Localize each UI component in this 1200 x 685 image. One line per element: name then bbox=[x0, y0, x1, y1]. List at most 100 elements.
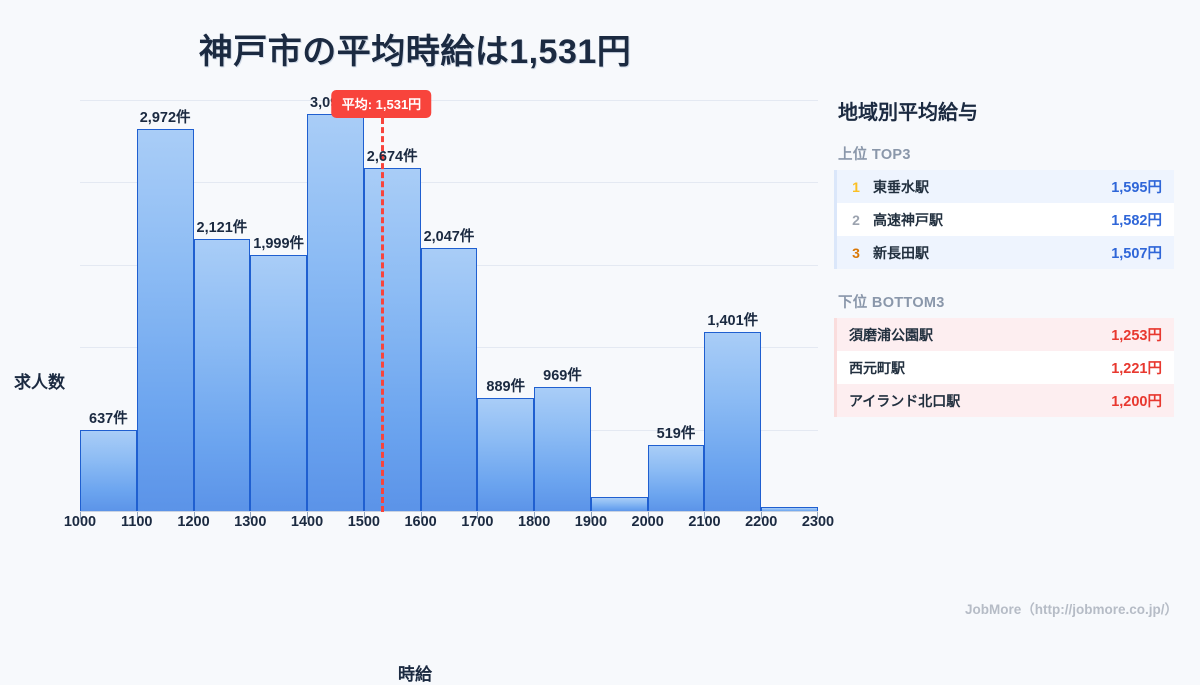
top3-table: 1 東垂水駅 1,595円 2 高速神戸駅 1,582円 3 新長田駅 1,507円 bbox=[834, 170, 1174, 269]
x-axis-tick bbox=[136, 512, 138, 519]
station-wage: 1,595円 bbox=[1111, 180, 1162, 196]
bar[interactable]: 2,047件 bbox=[420, 229, 478, 512]
station-name: 高速神戸駅 bbox=[873, 211, 943, 228]
x-axis-tick bbox=[420, 512, 422, 519]
station-wage: 1,507円 bbox=[1111, 246, 1162, 262]
station-wage: 1,582円 bbox=[1111, 213, 1162, 229]
x-tick-label: 1600 bbox=[404, 514, 437, 530]
x-axis-tick-labels: 1000 1100 1200 1300 1400 1500 1600 1700 1800 1900… bbox=[64, 514, 834, 538]
station-name: アイランド北口駅 bbox=[849, 392, 961, 409]
x-axis-tick bbox=[590, 512, 592, 519]
x-tick-label: 1100 bbox=[121, 514, 153, 530]
bar-slot: 2,972件 bbox=[136, 100, 194, 519]
x-axis-tick bbox=[761, 512, 763, 519]
x-axis-tick bbox=[250, 512, 252, 519]
bar[interactable]: 2,121件 bbox=[193, 220, 251, 512]
rank-row[interactable]: 1 東垂水駅 1,595円 bbox=[837, 170, 1174, 203]
bar-value-label: 637件 bbox=[89, 411, 128, 427]
bar-slot: 637件 bbox=[80, 100, 137, 519]
panel-title: 地域別平均給与 bbox=[838, 102, 978, 124]
station-wage: 1,253円 bbox=[1111, 328, 1162, 344]
x-axis-tick bbox=[193, 512, 195, 519]
bottom3-section-label: 下位 BOTTOM3 bbox=[838, 295, 945, 311]
x-tick-label: 2300 bbox=[801, 514, 835, 530]
bar-slot: 2,047件 bbox=[420, 100, 478, 519]
x-tick-label: 1400 bbox=[290, 514, 324, 530]
x-tick-label: 1900 bbox=[574, 514, 608, 530]
bar-slot: 1,401件 bbox=[704, 100, 762, 519]
bar-value-label: 1,999件 bbox=[253, 235, 305, 252]
top3-section-label: 上位 TOP3 bbox=[838, 147, 911, 163]
x-tick-label: 1500 bbox=[347, 514, 380, 530]
rank-row[interactable]: アイランド北口駅 1,200円 bbox=[837, 384, 1174, 417]
footer-watermark: JobMore（http://jobmore.co.jp/） bbox=[965, 602, 1178, 617]
station-wage: 1,221円 bbox=[1111, 361, 1162, 377]
bar-slot bbox=[761, 100, 818, 519]
page-title: 神戸市の平均時給は1,531円 bbox=[198, 33, 632, 71]
bar[interactable]: 1,401件 bbox=[704, 313, 762, 512]
bottom3-table: 須磨浦公園駅 1,253円西元町駅 1,221円アイランド北口駅 1,200円 bbox=[834, 318, 1174, 417]
rank-number: 3 bbox=[852, 244, 860, 261]
x-tick-label: 1800 bbox=[518, 514, 551, 530]
x-tick-label: 1000 bbox=[63, 514, 97, 530]
bar-value-label: 2,121件 bbox=[196, 219, 248, 236]
rank-row[interactable]: 須磨浦公園駅 1,253円 bbox=[837, 318, 1174, 351]
x-axis-tick bbox=[307, 512, 309, 519]
bar-value-label: 2,972件 bbox=[139, 110, 191, 127]
bar-value-label: 1,401件 bbox=[707, 312, 759, 329]
rank-number: 2 bbox=[852, 211, 860, 228]
bar[interactable]: 519件 bbox=[647, 426, 705, 512]
y-axis-title: 求人数 bbox=[14, 373, 65, 392]
average-line bbox=[381, 100, 385, 512]
bar-series: 637件 2,972件 2,121件 1,999件3,094件2,674件 2,047件… bbox=[80, 95, 818, 519]
station-name: 西元町駅 bbox=[849, 359, 905, 376]
x-axis-tick bbox=[534, 512, 536, 519]
bar-slot: 1,999件 bbox=[250, 100, 308, 519]
bar[interactable]: 889件 bbox=[477, 379, 535, 512]
x-axis-title: 時給 bbox=[398, 665, 432, 684]
x-axis-tick bbox=[80, 512, 81, 519]
rank-row[interactable]: 西元町駅 1,221円 bbox=[837, 351, 1174, 384]
bar[interactable]: 3,094件 bbox=[307, 95, 364, 512]
bar-value-label: 969件 bbox=[543, 368, 582, 385]
bar-slot: 969件 bbox=[534, 100, 591, 519]
x-tick-label: 2200 bbox=[745, 514, 778, 530]
bar-slot bbox=[590, 100, 648, 519]
bar-value-label: 889件 bbox=[486, 378, 526, 395]
station-name: 新長田駅 bbox=[873, 244, 929, 261]
station-name: 東垂水駅 bbox=[873, 178, 929, 195]
bar[interactable]: 969件 bbox=[534, 368, 591, 512]
x-tick-label: 1200 bbox=[177, 514, 210, 530]
gridline bbox=[80, 182, 818, 184]
x-tick-label: 2000 bbox=[631, 514, 664, 530]
rank-row[interactable]: 2 高速神戸駅 1,582円 bbox=[837, 203, 1174, 236]
bar-slot: 2,674件 bbox=[363, 100, 421, 519]
x-axis-tick bbox=[477, 512, 479, 519]
average-badge: 平均: 1,531円 bbox=[331, 90, 432, 118]
bar-slot: 519件 bbox=[647, 100, 705, 519]
plot-area: 637件 2,972件 2,121件 1,999件3,094件2,674件 2,047件… bbox=[80, 95, 818, 519]
bar-slot: 2,121件 bbox=[193, 100, 251, 519]
x-axis-tick bbox=[816, 512, 818, 519]
bar[interactable]: 2,674件 bbox=[363, 149, 421, 512]
bar[interactable]: 1,999件 bbox=[250, 236, 308, 512]
histogram-chart: 求人数 637件 2,972件 2,121件 1,999件3,094件2,674件 2,… bbox=[0, 90, 834, 684]
area-wage-panel: 地域別平均給与 上位 TOP3 1 東垂水駅 1,595円 2 高速神戸駅 1,582円 3… bbox=[834, 96, 1174, 439]
station-name: 須磨浦公園駅 bbox=[849, 326, 933, 343]
x-tick-label: 2100 bbox=[688, 514, 721, 530]
x-axis-tick bbox=[704, 512, 706, 519]
bar-value-label: 2,047件 bbox=[423, 229, 475, 246]
rank-row[interactable]: 3 新長田駅 1,507円 bbox=[837, 236, 1174, 269]
bar[interactable] bbox=[761, 506, 818, 512]
bar-slot: 3,094件 bbox=[307, 95, 364, 519]
station-wage: 1,200円 bbox=[1111, 394, 1162, 410]
x-tick-label: 1300 bbox=[234, 514, 267, 530]
bar-value-label: 519件 bbox=[656, 426, 696, 443]
bar[interactable]: 2,972件 bbox=[136, 110, 194, 512]
bar[interactable] bbox=[590, 497, 648, 512]
x-axis-tick bbox=[363, 512, 365, 519]
bar-slot: 889件 bbox=[477, 100, 535, 519]
x-axis-baseline bbox=[80, 510, 818, 512]
rank-number: 1 bbox=[852, 178, 860, 195]
bar[interactable]: 637件 bbox=[80, 411, 137, 512]
